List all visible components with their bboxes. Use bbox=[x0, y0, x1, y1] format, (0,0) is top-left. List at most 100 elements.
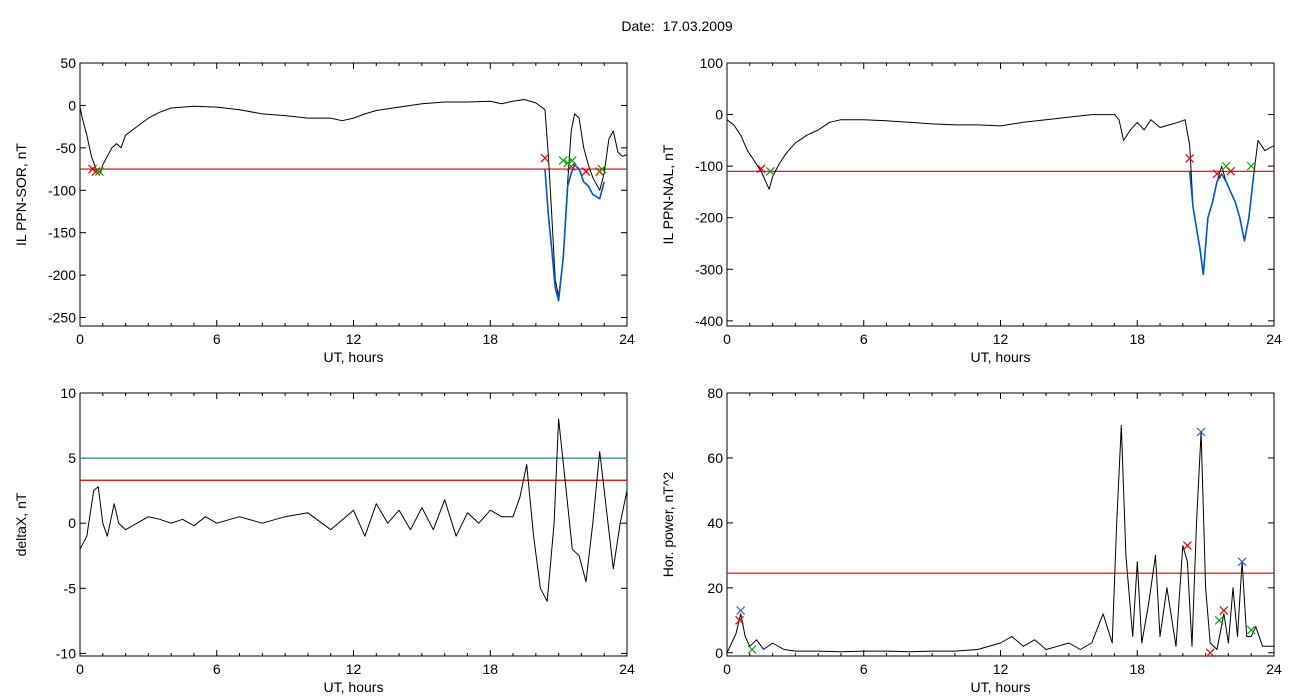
data-marker bbox=[735, 615, 744, 625]
x-tick-label: 0 bbox=[76, 331, 84, 347]
marker-stroke bbox=[765, 166, 775, 176]
series-line-1 bbox=[726, 425, 1274, 654]
x-tick-label: 18 bbox=[482, 661, 498, 677]
y-axis-label: IL PPN-SOR, nT bbox=[13, 143, 29, 246]
data-marker bbox=[1182, 541, 1192, 551]
y-tick-label: -100 bbox=[48, 182, 76, 198]
x-tick-label: 24 bbox=[619, 661, 635, 677]
y-tick-label: 40 bbox=[707, 515, 723, 531]
x-tick-label: 24 bbox=[1266, 661, 1282, 677]
marker-stroke bbox=[1219, 606, 1229, 615]
y-tick-label: -300 bbox=[695, 261, 723, 277]
y-tick-label: 0 bbox=[68, 97, 76, 113]
y-tick-label: 20 bbox=[707, 580, 723, 596]
series-line-2 bbox=[1188, 171, 1255, 276]
y-tick-label: 10 bbox=[60, 385, 76, 401]
x-axis-label: UT, hours bbox=[971, 679, 1031, 695]
x-tick-label: 18 bbox=[482, 331, 498, 347]
y-tick-label: 100 bbox=[700, 55, 724, 71]
marker-stroke bbox=[1196, 427, 1206, 437]
marker-stroke bbox=[747, 645, 757, 654]
chart-panel-2: 0 6 12 18 24 100 0 -100 -200 -300 -400 UT, hours IL … bbox=[660, 55, 1282, 365]
y-tick-label: -200 bbox=[695, 210, 723, 226]
y-tick-label: 50 bbox=[60, 55, 76, 71]
x-tick-label: 6 bbox=[860, 331, 868, 347]
x-tick-label: 18 bbox=[1129, 331, 1145, 347]
marker-stroke bbox=[1205, 648, 1215, 658]
y-tick-label: 60 bbox=[707, 450, 723, 466]
plot-frame bbox=[79, 392, 628, 657]
y-tick-label: 80 bbox=[707, 385, 723, 401]
data-marker bbox=[558, 156, 568, 165]
series-line-1 bbox=[79, 99, 628, 297]
data-marker bbox=[1205, 648, 1215, 658]
data-marker bbox=[91, 167, 101, 177]
marker-stroke bbox=[1185, 153, 1195, 163]
data-marker bbox=[540, 153, 550, 163]
marker-stroke bbox=[736, 606, 746, 615]
y-tick-label: -400 bbox=[695, 313, 723, 329]
data-marker bbox=[747, 645, 757, 654]
data-marker bbox=[581, 167, 591, 177]
data-marker bbox=[567, 156, 577, 165]
data-marker bbox=[1185, 153, 1195, 163]
y-tick-label: -50 bbox=[56, 140, 76, 156]
marker-stroke bbox=[1214, 615, 1224, 625]
marker-stroke bbox=[581, 167, 591, 177]
data-marker bbox=[756, 164, 766, 174]
chart-panel-3: 0 6 12 18 24 10 5 0 -5 -10 UT, hours deltaX, nT bbox=[13, 385, 635, 695]
marker-stroke bbox=[1182, 541, 1192, 551]
marker-stroke bbox=[597, 164, 607, 174]
data-marker bbox=[1212, 169, 1222, 179]
marker-stroke bbox=[563, 158, 573, 168]
y-axis-label: IL PPN-NAL, nT bbox=[660, 144, 676, 244]
data-marker bbox=[736, 606, 746, 615]
data-marker bbox=[563, 158, 573, 168]
x-axis-label: UT, hours bbox=[971, 349, 1031, 365]
marker-stroke bbox=[1246, 625, 1256, 635]
data-marker bbox=[1246, 161, 1256, 171]
data-marker bbox=[94, 167, 104, 177]
y-tick-label: 0 bbox=[715, 107, 723, 123]
data-marker bbox=[765, 166, 775, 176]
page-title: Date: 17.03.2009 bbox=[621, 18, 733, 34]
data-marker bbox=[1214, 615, 1224, 625]
series-line-2 bbox=[544, 164, 605, 302]
y-axis-label: deltaX, nT bbox=[13, 492, 29, 556]
y-tick-label: 0 bbox=[715, 645, 723, 661]
marker-stroke bbox=[735, 615, 744, 625]
marker-stroke bbox=[1246, 161, 1256, 171]
data-marker bbox=[1196, 427, 1206, 437]
x-tick-label: 18 bbox=[1129, 661, 1145, 677]
marker-stroke bbox=[1226, 166, 1236, 176]
marker-stroke bbox=[558, 156, 568, 165]
marker-stroke bbox=[1237, 557, 1247, 567]
marker-stroke bbox=[1212, 169, 1222, 179]
y-tick-label: -10 bbox=[56, 645, 76, 661]
marker-stroke bbox=[540, 153, 550, 163]
chart-panel-1: 0 6 12 18 24 50 0 -50 -100 -150 -200 -250 UT, hours I… bbox=[13, 55, 635, 365]
x-tick-label: 0 bbox=[723, 331, 731, 347]
series-line-1 bbox=[726, 114, 1275, 275]
x-tick-label: 12 bbox=[993, 661, 1009, 677]
marker-stroke bbox=[756, 164, 766, 174]
marker-stroke bbox=[1221, 161, 1231, 171]
x-tick-label: 12 bbox=[993, 331, 1009, 347]
data-marker bbox=[597, 164, 607, 174]
y-tick-label: -100 bbox=[695, 158, 723, 174]
marker-stroke bbox=[88, 164, 97, 174]
y-tick-label: -5 bbox=[64, 580, 77, 596]
x-tick-label: 6 bbox=[213, 331, 221, 347]
y-tick-label: -200 bbox=[48, 267, 76, 283]
y-tick-label: -150 bbox=[48, 225, 76, 241]
y-tick-label: 5 bbox=[68, 450, 76, 466]
x-tick-label: 12 bbox=[346, 331, 362, 347]
y-axis-label: Hor. power, nT^2 bbox=[660, 472, 676, 578]
series-line-1 bbox=[79, 418, 628, 602]
x-tick-label: 24 bbox=[1266, 331, 1282, 347]
x-tick-label: 6 bbox=[860, 661, 868, 677]
data-marker bbox=[1237, 557, 1247, 567]
plot-frame bbox=[79, 62, 628, 327]
x-tick-label: 6 bbox=[213, 661, 221, 677]
